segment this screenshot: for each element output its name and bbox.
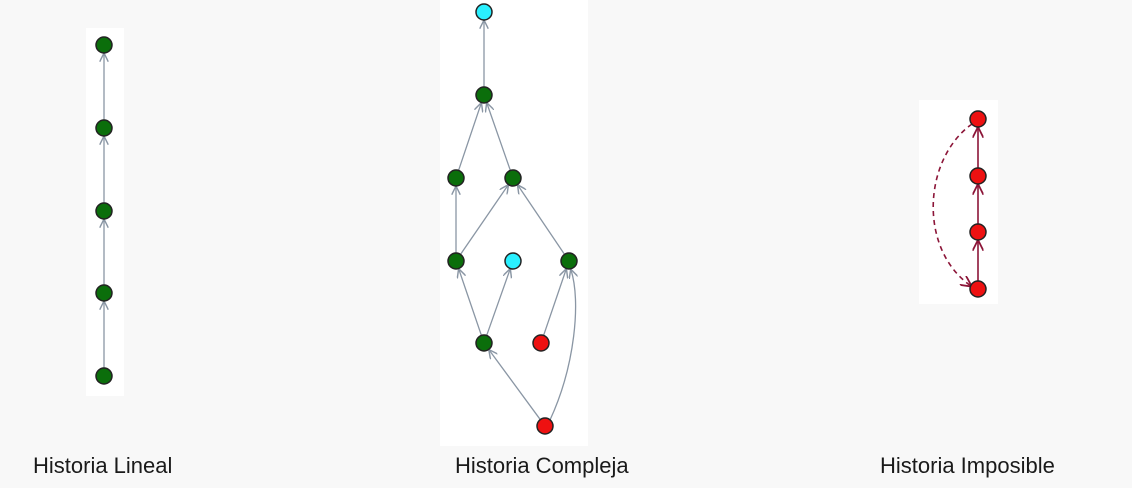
edges-layer xyxy=(104,21,978,421)
commit-node-c_l4a xyxy=(475,334,493,352)
commit-node-c_l2b xyxy=(504,169,522,187)
nodes-layer xyxy=(95,3,987,435)
edge-c_bot-to-c_l3c xyxy=(549,270,576,421)
commit-node-c_top xyxy=(475,3,493,21)
edge-c_bot-to-c_l4a xyxy=(489,350,541,420)
commit-node-c_l3b xyxy=(504,252,522,270)
commit-node-c_l2a xyxy=(447,169,465,187)
commit-node-l1 xyxy=(95,36,113,54)
edge-i1-to-i4 xyxy=(932,123,972,286)
commit-node-i2 xyxy=(969,167,987,185)
caption-historia-imposible: Historia Imposible xyxy=(880,453,1055,478)
edge-c_l2b-to-c_merge xyxy=(487,103,511,171)
commit-node-l5 xyxy=(95,367,113,385)
edge-c_l3a-to-c_l2b xyxy=(459,185,508,255)
panel-historia-compleja xyxy=(440,0,588,446)
commit-node-c_merge xyxy=(475,86,493,104)
edge-c_l3c-to-c_l2b xyxy=(518,185,566,255)
commit-node-l3 xyxy=(95,202,113,220)
panel-historia-imposible xyxy=(919,100,998,304)
edge-c_l4a-to-c_l3b xyxy=(486,269,510,336)
commit-node-c_l3c xyxy=(560,252,578,270)
commit-node-c_l3a xyxy=(447,252,465,270)
edge-c_l4b-to-c_l3c xyxy=(542,270,567,336)
commit-node-i4 xyxy=(969,280,987,298)
edge-c_l2a-to-c_merge xyxy=(457,104,482,171)
caption-historia-lineal: Historia Lineal xyxy=(33,453,173,478)
commit-node-l4 xyxy=(95,284,113,302)
commit-node-l2 xyxy=(95,119,113,137)
commit-node-i3 xyxy=(969,223,987,241)
commit-node-c_l4b xyxy=(532,334,550,352)
commit-node-i1 xyxy=(969,110,987,128)
caption-historia-compleja: Historia Compleja xyxy=(455,453,629,478)
edge-c_l4a-to-c_l3a xyxy=(459,270,483,336)
commit-node-c_bot xyxy=(536,417,554,435)
